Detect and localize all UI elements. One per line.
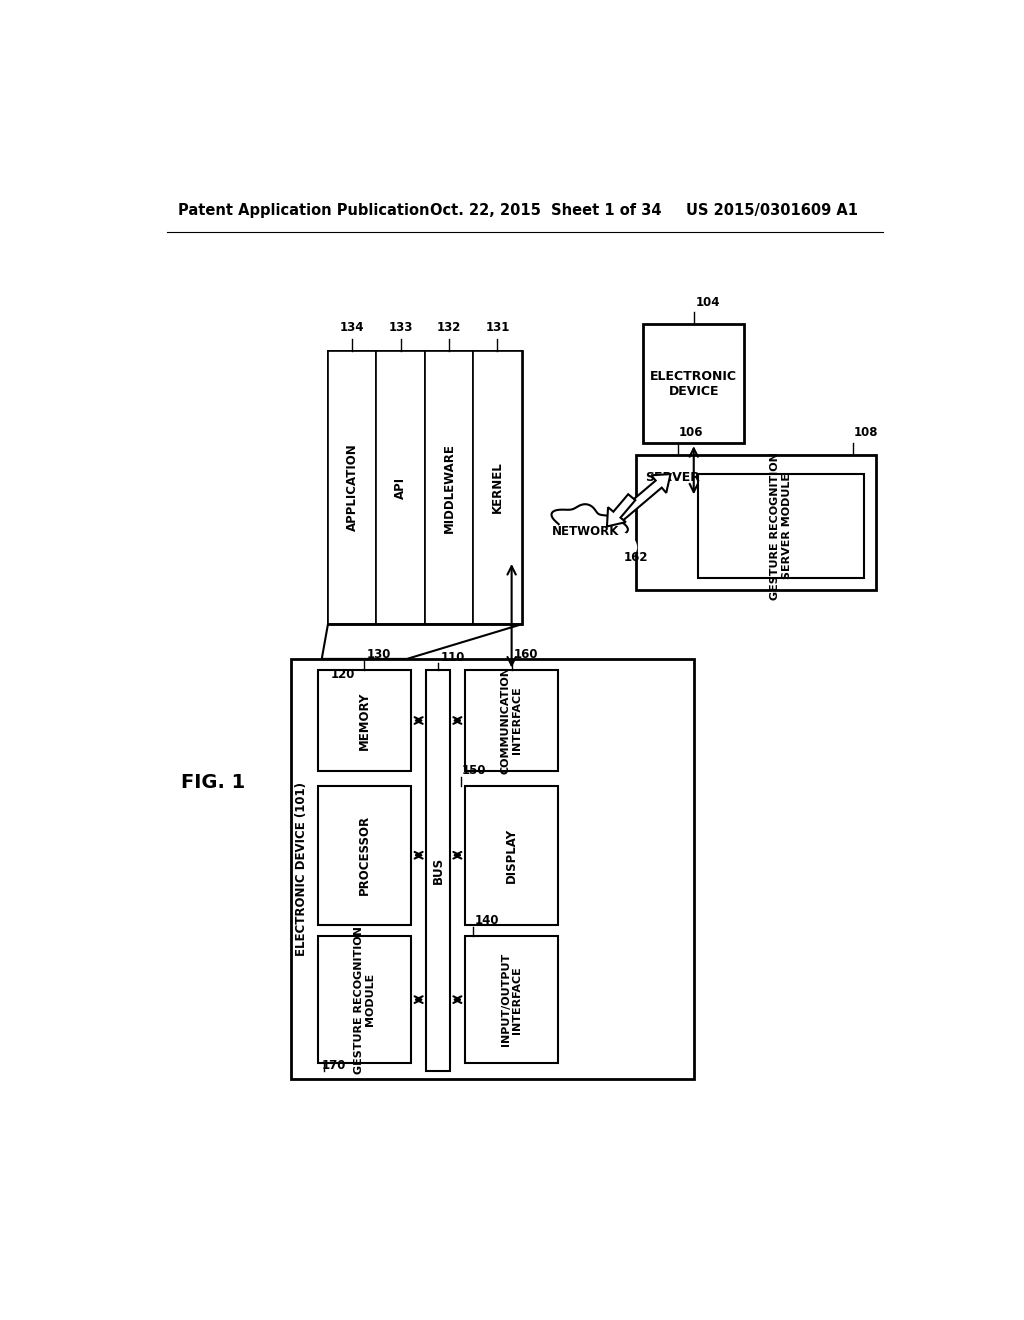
Text: 104: 104 — [696, 296, 721, 309]
Text: GESTURE RECOGNITION
MODULE: GESTURE RECOGNITION MODULE — [353, 925, 375, 1073]
Bar — [317, 785, 411, 924]
Bar — [317, 671, 411, 771]
Bar — [291, 659, 693, 1078]
Text: KERNEL: KERNEL — [490, 462, 504, 513]
Bar — [643, 323, 744, 444]
Text: FIG. 1: FIG. 1 — [181, 772, 246, 792]
Polygon shape — [552, 504, 628, 550]
Text: PROCESSOR: PROCESSOR — [357, 816, 371, 895]
FancyArrow shape — [614, 474, 671, 523]
Bar — [328, 351, 377, 624]
FancyArrow shape — [607, 494, 635, 527]
Bar — [636, 455, 876, 590]
Text: 132: 132 — [437, 321, 461, 334]
Text: GESTURE RECOGNITION
SERVER MODULE: GESTURE RECOGNITION SERVER MODULE — [770, 453, 792, 601]
Bar — [317, 936, 411, 1063]
Ellipse shape — [553, 516, 617, 560]
Text: 106: 106 — [678, 426, 702, 440]
Text: US 2015/0301609 A1: US 2015/0301609 A1 — [686, 203, 858, 218]
Text: Oct. 22, 2015  Sheet 1 of 34: Oct. 22, 2015 Sheet 1 of 34 — [430, 203, 662, 218]
Text: 131: 131 — [485, 321, 510, 334]
Text: NETWORK: NETWORK — [552, 525, 618, 539]
Bar — [473, 351, 521, 624]
Text: 130: 130 — [367, 648, 391, 661]
Ellipse shape — [559, 544, 611, 577]
Bar — [425, 351, 473, 624]
Ellipse shape — [579, 544, 623, 574]
Text: SERVER: SERVER — [645, 471, 699, 484]
Text: BUS: BUS — [431, 857, 444, 884]
Text: 160: 160 — [514, 648, 539, 661]
Text: INPUT/OUTPUT
INTERFACE: INPUT/OUTPUT INTERFACE — [501, 953, 522, 1047]
Text: 170: 170 — [322, 1060, 346, 1072]
Bar — [426, 671, 450, 1071]
Text: 108: 108 — [854, 426, 879, 440]
Bar — [697, 474, 864, 578]
Text: 120: 120 — [331, 668, 355, 681]
Ellipse shape — [588, 531, 637, 564]
Text: APPLICATION: APPLICATION — [346, 444, 358, 532]
Bar — [465, 785, 558, 924]
Bar — [377, 351, 425, 624]
Text: 110: 110 — [441, 651, 466, 664]
Text: Patent Application Publication: Patent Application Publication — [178, 203, 430, 218]
Ellipse shape — [544, 541, 591, 573]
Text: 133: 133 — [388, 321, 413, 334]
Text: ELECTRONIC DEVICE (101): ELECTRONIC DEVICE (101) — [295, 781, 308, 956]
Text: DISPLAY: DISPLAY — [505, 828, 518, 883]
Text: COMMUNICATION
INTERFACE: COMMUNICATION INTERFACE — [501, 667, 522, 775]
Text: ELECTRONIC
DEVICE: ELECTRONIC DEVICE — [650, 370, 737, 397]
Ellipse shape — [531, 531, 585, 564]
Text: 162: 162 — [624, 550, 648, 564]
Text: MIDDLEWARE: MIDDLEWARE — [442, 442, 456, 532]
Text: MEMORY: MEMORY — [357, 692, 371, 750]
Text: 140: 140 — [474, 913, 499, 927]
Bar — [328, 351, 521, 624]
Text: 134: 134 — [340, 321, 365, 334]
Bar — [465, 936, 558, 1063]
Bar — [465, 671, 558, 771]
Text: API: API — [394, 477, 408, 499]
Text: 150: 150 — [461, 764, 485, 776]
